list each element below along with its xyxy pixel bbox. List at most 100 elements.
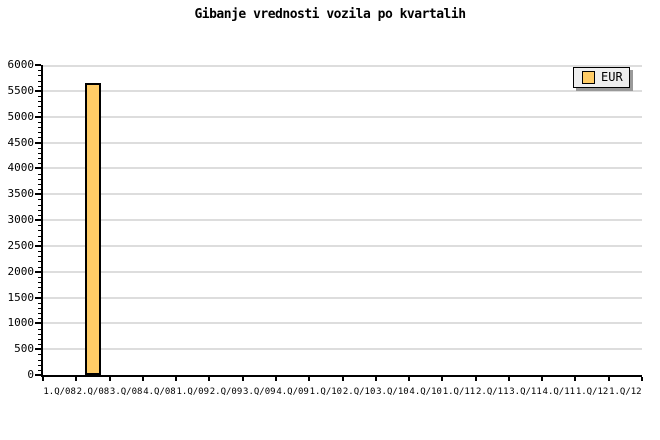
x-axis-tick-label: 2.Q/09 [209, 387, 243, 397]
y-axis-tick-minor [38, 287, 41, 289]
x-axis-tick [507, 377, 510, 381]
y-axis-tick-minor [38, 338, 41, 340]
y-axis-tick-major [35, 374, 41, 376]
x-axis-tick-label: 1.Q/09 [176, 387, 209, 397]
gridline [43, 219, 642, 221]
y-axis-tick-major [35, 64, 41, 66]
y-axis-tick-major [35, 270, 41, 273]
x-axis-tick [341, 377, 344, 381]
y-axis-tick-minor [38, 121, 41, 123]
x-axis-tick [308, 377, 311, 381]
gridline [43, 141, 642, 144]
y-axis-tick-major [35, 115, 41, 118]
x-axis-tick [274, 377, 277, 381]
y-axis-tick-major [35, 244, 41, 247]
y-axis-tick-minor [38, 183, 41, 185]
chart-title: Gibanje vrednosti vozila po kvartalih [194, 7, 466, 22]
y-axis-tick-minor [38, 101, 41, 103]
x-axis-tick-label: 4.Q/10 [409, 387, 442, 397]
x-axis-tick [241, 377, 244, 381]
y-axis-tick-minor [38, 235, 41, 237]
y-axis-tick-minor [38, 214, 41, 216]
y-axis-tick-minor [38, 163, 41, 165]
x-axis-tick [374, 377, 377, 381]
gridline [43, 270, 642, 273]
y-axis-tick-label: 6000 [7, 58, 35, 71]
y-axis-tick-major [35, 193, 41, 196]
y-axis-tick-minor [38, 276, 41, 278]
y-axis-tick-major [35, 219, 41, 221]
y-axis-tick-minor [38, 359, 41, 361]
x-axis-tick-label: 1.Q/12 [609, 387, 642, 397]
gridline [43, 89, 642, 92]
y-axis-tick-major [35, 167, 41, 170]
y-axis-tick-minor [38, 318, 41, 320]
x-axis-tick-label: 4.Q/09 [276, 387, 309, 397]
x-axis-tick [574, 377, 577, 381]
y-axis-tick-minor [38, 70, 41, 72]
x-axis-tick [541, 377, 544, 381]
y-axis-tick-minor [38, 152, 41, 154]
y-axis-tick-minor [38, 106, 41, 108]
x-axis-tick-label: 3.Q/09 [243, 387, 276, 397]
x-axis-tick [108, 377, 111, 381]
y-axis-tick-major [35, 296, 41, 299]
y-axis-tick-minor [38, 85, 41, 87]
y-axis-tick-minor [38, 369, 41, 371]
x-axis-tick-label: 1.Q/11 [442, 387, 476, 397]
y-axis-tick-label: 4500 [7, 135, 35, 149]
y-axis-tick-major [35, 322, 41, 325]
y-axis-tick-minor [38, 364, 41, 366]
x-axis-tick-label: 4.Q/11 [542, 387, 576, 397]
y-axis-tick-minor [38, 96, 41, 97]
x-axis-tick-label: 2.Q/11 [475, 387, 509, 397]
y-axis-tick-minor [38, 251, 41, 252]
gridline [43, 115, 642, 118]
y-axis-tick-minor [38, 307, 41, 309]
y-axis-tick-label: 1000 [7, 316, 35, 330]
x-axis-tick [474, 377, 477, 381]
y-axis-tick-minor [38, 189, 41, 190]
x-axis-tick-label: 3.Q/11 [509, 387, 542, 397]
x-axis-tick-label: 1.Q/10 [309, 387, 343, 397]
y-axis-tick-minor [38, 204, 41, 206]
gridline [43, 193, 642, 196]
y-axis-tick-label: 2000 [7, 264, 35, 278]
x-axis-tick-label: 1.Q/08 [43, 387, 76, 397]
x-axis-tick [141, 377, 144, 381]
gridline [43, 296, 642, 299]
y-axis-tick-minor [38, 313, 41, 314]
y-axis-tick-major [35, 348, 41, 351]
y-axis-tick-minor [38, 173, 41, 175]
y-axis-tick-minor [38, 282, 41, 283]
plot-area [41, 65, 642, 377]
y-axis-tick-minor [38, 209, 41, 211]
x-axis-tick-label: 3.Q/08 [109, 387, 143, 397]
y-axis-tick-minor [38, 178, 41, 180]
gridline [43, 348, 642, 351]
y-axis-tick-minor [38, 344, 41, 345]
y-axis-tick-minor [38, 302, 41, 304]
y-axis-tick-label: 3500 [7, 187, 35, 201]
y-axis-tick-major [35, 89, 41, 92]
y-axis-tick-minor [38, 354, 41, 356]
gridline [43, 244, 642, 247]
bar-eur-2.Q/08 [84, 82, 101, 375]
x-axis-tick-label: 4.Q/08 [143, 387, 176, 397]
y-axis-tick-minor [38, 292, 41, 294]
y-axis-tick-label: 4000 [7, 161, 35, 175]
x-axis-tick [175, 377, 178, 381]
x-axis-tick [208, 377, 211, 381]
y-axis-tick-minor [38, 132, 41, 134]
y-axis-tick-label: 5500 [7, 83, 35, 97]
y-axis-tick-minor [38, 127, 41, 128]
x-axis-tick-label: 1.Q/12 [575, 387, 609, 397]
y-axis-tick-minor [38, 158, 41, 159]
x-axis-tick-label: 3.Q/10 [376, 387, 409, 397]
x-axis-tick [441, 377, 444, 381]
y-axis-tick-minor [38, 230, 41, 232]
x-axis-tick [75, 377, 78, 381]
gridline [43, 322, 642, 325]
y-axis-tick-label: 0 [27, 368, 34, 381]
